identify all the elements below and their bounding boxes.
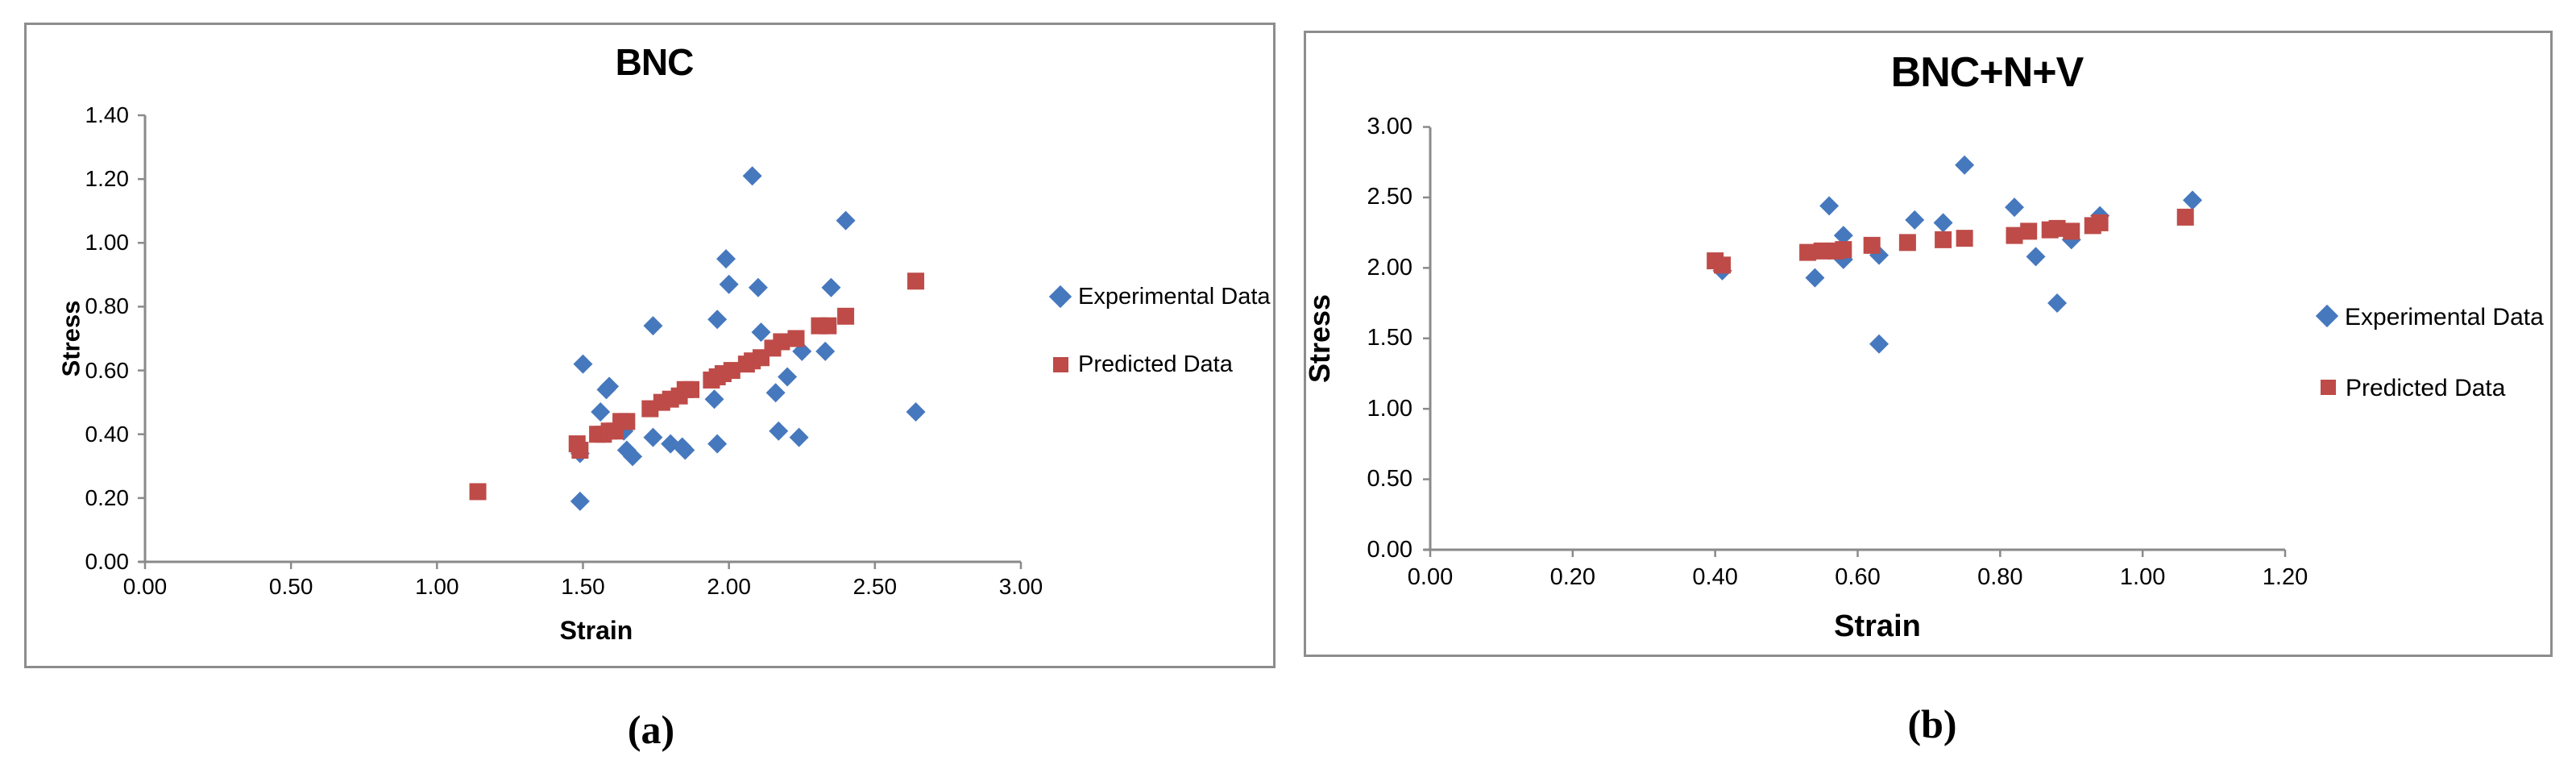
chart-panel-a <box>24 23 1276 668</box>
chart-panel-b <box>1304 31 2553 657</box>
square-icon <box>2321 380 2336 395</box>
x-tick-label: 0.60 <box>1835 564 1881 590</box>
y-axis-title-b: Stress <box>1303 293 1336 384</box>
caption-b: (b) <box>1907 701 1957 746</box>
x-tick-label: 1.50 <box>561 574 605 599</box>
x-tick-label: 0.20 <box>1549 564 1596 590</box>
chart-title-b: BNC+N+V <box>1890 49 2084 96</box>
y-tick-label: 0.60 <box>85 357 130 383</box>
legend-entry-experimental: Experimental Data <box>1048 284 1271 310</box>
x-tick-label: 0.80 <box>1977 564 2023 590</box>
x-tick-label: 0.00 <box>122 574 168 599</box>
x-tick-label: 1.00 <box>415 574 459 599</box>
y-tick-label: 3.00 <box>1367 114 1412 139</box>
y-tick-label: 0.00 <box>1367 536 1412 563</box>
y-tick-label: 0.40 <box>85 421 130 447</box>
x-tick-label: 1.00 <box>2119 564 2166 590</box>
legend-entry-predicted: Predicted Data <box>2321 374 2547 402</box>
y-tick-label: 0.00 <box>85 549 130 574</box>
x-tick-label: 2.00 <box>707 574 751 599</box>
x-tick-label: 0.40 <box>1692 564 1738 590</box>
x-tick-label: 0.50 <box>268 574 313 599</box>
legend-label-predicted: Predicted Data <box>1078 351 1233 377</box>
y-tick-label: 0.50 <box>1367 466 1412 493</box>
legend-label-experimental: Experimental Data <box>2345 304 2544 330</box>
chart-title-a: BNC <box>615 41 695 83</box>
legend-entry-predicted: Predicted Data <box>1053 351 1271 378</box>
x-tick-label: 2.50 <box>852 574 898 599</box>
y-tick-label: 1.50 <box>1367 325 1412 351</box>
y-tick-label: 1.20 <box>85 166 130 192</box>
y-tick-label: 1.40 <box>85 102 130 127</box>
y-tick-label: 1.00 <box>1367 395 1412 422</box>
x-axis-title-b: Strain <box>1834 609 1921 643</box>
y-tick-label: 0.80 <box>85 293 130 319</box>
square-icon <box>1053 357 1068 372</box>
legend-label-predicted: Predicted Data <box>2346 375 2506 401</box>
x-tick-label: 1.20 <box>2262 564 2308 590</box>
diamond-icon <box>2315 304 2339 328</box>
y-tick-label: 2.50 <box>1367 184 1412 210</box>
legend-label-experimental: Experimental Data <box>1078 284 1271 310</box>
legend-entry-experimental: Experimental Data <box>2315 303 2546 331</box>
y-tick-label: 0.20 <box>85 484 130 510</box>
diamond-icon <box>1048 285 1072 309</box>
y-tick-label: 2.00 <box>1367 254 1412 281</box>
caption-a: (a) <box>627 707 675 752</box>
y-tick-label: 1.00 <box>85 230 130 256</box>
x-axis-title-a: Strain <box>559 616 633 645</box>
x-tick-label: 3.00 <box>998 574 1043 599</box>
x-tick-label: 0.00 <box>1407 564 1454 590</box>
